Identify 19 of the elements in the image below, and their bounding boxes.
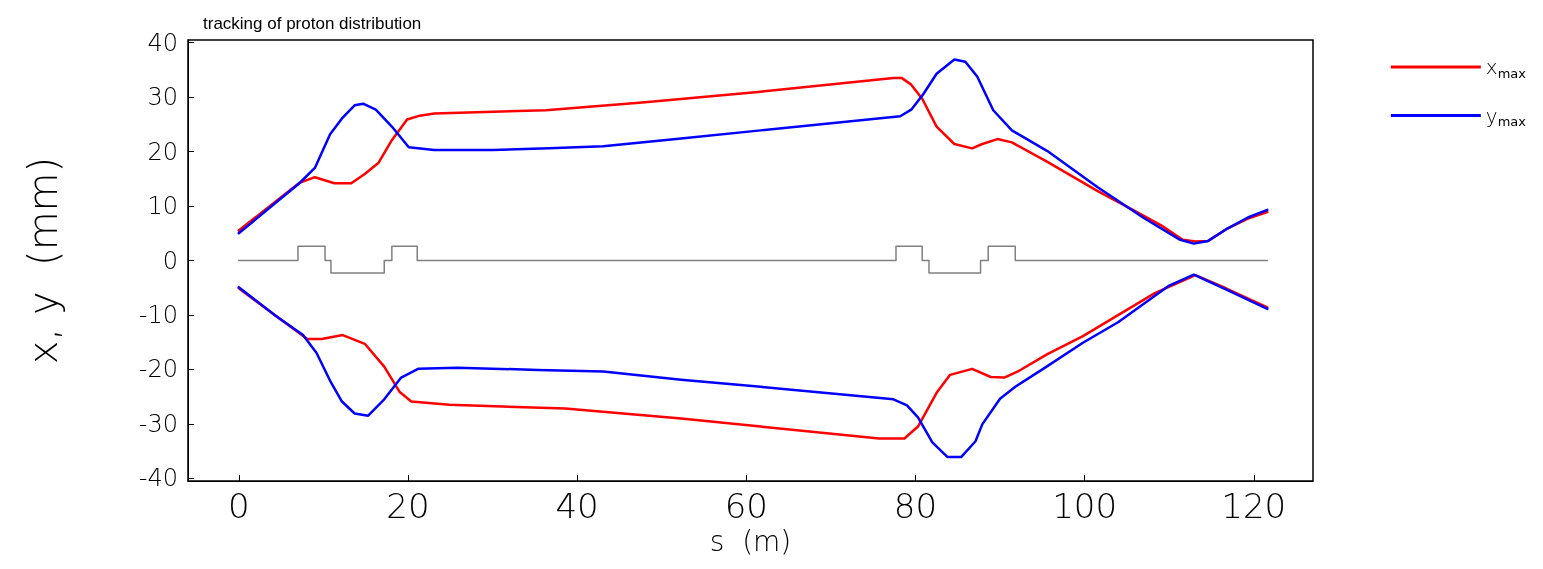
x-tick-label: 20 (386, 486, 430, 526)
x-tick-label: 80 (893, 486, 938, 526)
x-tick-label: 60 (724, 486, 768, 526)
y-tick-label: -40 (138, 464, 178, 493)
y-tick-label: -10 (138, 300, 178, 329)
x-axis-title: s (m) (709, 525, 792, 559)
x-tick-label: 40 (555, 486, 599, 526)
x-tick-label: 0 (227, 486, 250, 526)
y-tick-label: 20 (147, 137, 178, 166)
x-tick-label: 120 (1221, 486, 1287, 526)
y-tick-label: 40 (147, 28, 178, 57)
y-tick-label: 10 (147, 192, 178, 221)
y-tick-label: -30 (138, 409, 178, 438)
y-tick-label: 0 (162, 246, 178, 275)
y-tick-label: -20 (138, 355, 178, 384)
chart-title: tracking of proton distribution (203, 14, 422, 33)
y-tick-label: 30 (147, 83, 178, 112)
y-axis-title: x, y (mm) (20, 156, 66, 365)
x-tick-label: 100 (1052, 486, 1118, 526)
